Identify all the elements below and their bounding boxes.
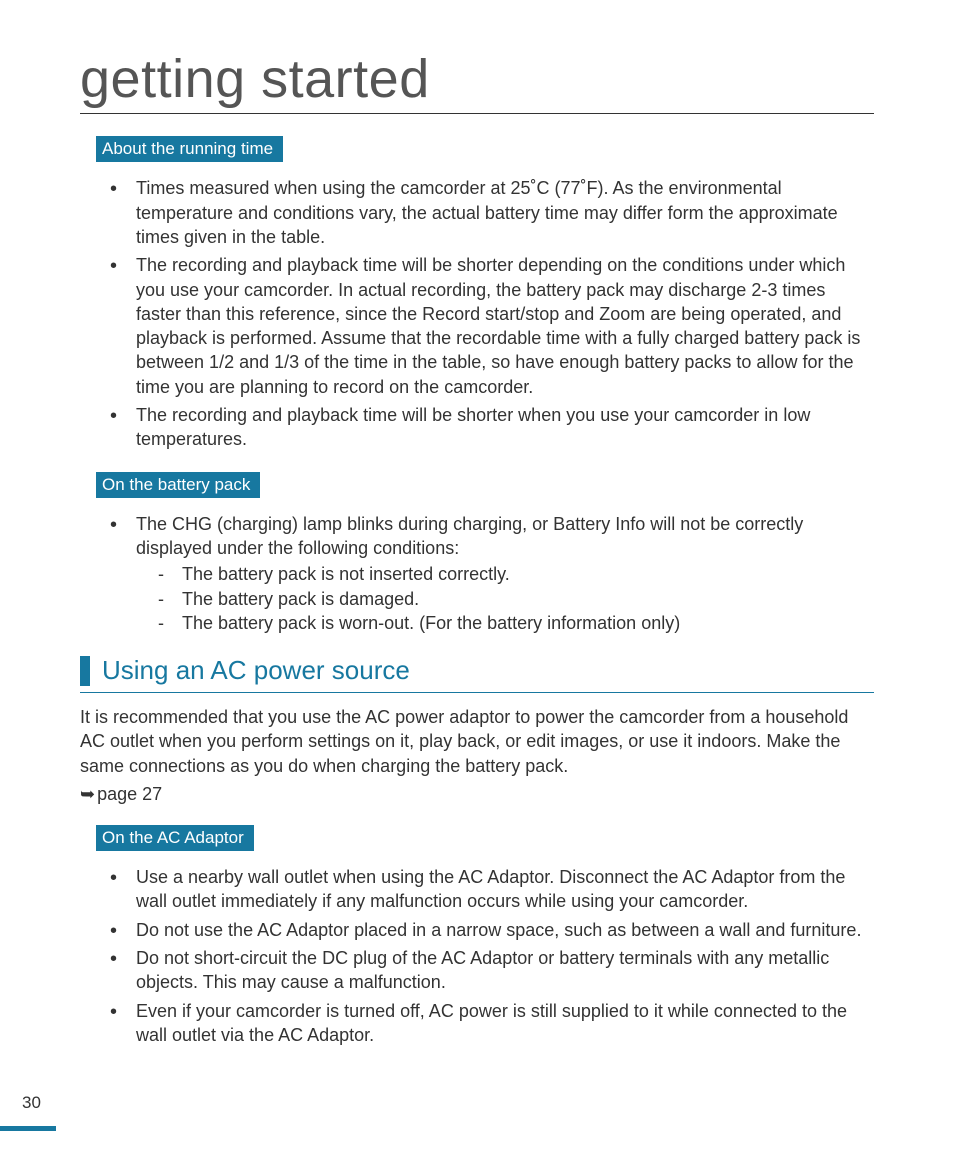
list-item: The recording and playback time will be …: [108, 253, 874, 399]
sub-item: The battery pack is not inserted correct…: [158, 562, 874, 586]
section-bar-icon: [80, 656, 90, 686]
running-time-list: Times measured when using the camcorder …: [108, 176, 874, 451]
list-item: The CHG (charging) lamp blinks during ch…: [108, 512, 874, 635]
label-running-time: About the running time: [90, 136, 283, 162]
page-reference: ➥page 27: [80, 784, 874, 805]
list-item: Do not use the AC Adaptor placed in a na…: [108, 918, 874, 942]
list-item: The recording and playback time will be …: [108, 403, 874, 452]
sub-item: The battery pack is worn-out. (For the b…: [158, 611, 874, 635]
sub-item: The battery pack is damaged.: [158, 587, 874, 611]
manual-page: getting started About the running time T…: [0, 0, 954, 1047]
footer-accent-bar: [0, 1126, 56, 1131]
battery-pack-list: The CHG (charging) lamp blinks during ch…: [108, 512, 874, 635]
list-item: Do not short-circuit the DC plug of the …: [108, 946, 874, 995]
chapter-title: getting started: [80, 50, 874, 114]
list-item-text: The CHG (charging) lamp blinks during ch…: [136, 514, 803, 558]
list-item: Even if your camcorder is turned off, AC…: [108, 999, 874, 1048]
label-battery-pack: On the battery pack: [90, 472, 260, 498]
page-ref-text: page 27: [97, 784, 162, 804]
ac-power-paragraph: It is recommended that you use the AC po…: [80, 705, 874, 778]
list-item: Times measured when using the camcorder …: [108, 176, 874, 249]
ac-adaptor-list: Use a nearby wall outlet when using the …: [108, 865, 874, 1047]
section-heading-text: Using an AC power source: [102, 655, 410, 686]
section-heading-ac-power: Using an AC power source: [80, 655, 874, 693]
list-item: Use a nearby wall outlet when using the …: [108, 865, 874, 914]
battery-pack-sublist: The battery pack is not inserted correct…: [158, 562, 874, 635]
label-ac-adaptor: On the AC Adaptor: [90, 825, 254, 851]
arrow-right-icon: ➥: [80, 784, 95, 804]
page-number: 30: [22, 1093, 41, 1113]
